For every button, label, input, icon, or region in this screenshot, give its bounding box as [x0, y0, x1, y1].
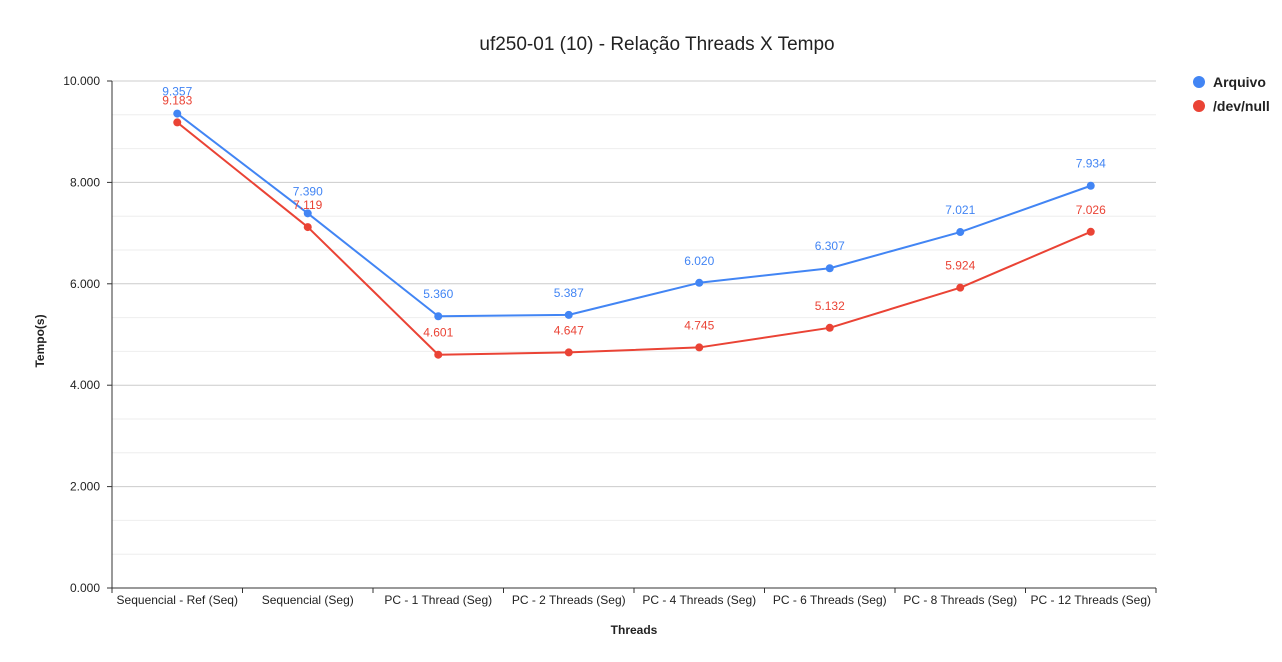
data-label: 7.934 — [1076, 157, 1106, 171]
data-point — [303, 209, 312, 218]
data-label: 5.132 — [815, 299, 845, 313]
data-label: 9.357 — [162, 85, 192, 99]
y-tick-label: 2.000 — [70, 480, 100, 494]
data-label: 7.119 — [293, 198, 322, 212]
data-label: 7.390 — [293, 184, 323, 198]
x-tick-label: Sequencial (Seg) — [262, 593, 354, 607]
legend: Arquivo/dev/null — [1193, 74, 1270, 114]
data-point — [1086, 227, 1095, 236]
x-tick-label: PC - 8 Threads (Seg) — [903, 593, 1017, 607]
series-line — [176, 121, 1092, 356]
data-label: 5.387 — [554, 286, 584, 300]
y-tick-label: 0.000 — [70, 581, 100, 595]
data-label: 7.026 — [1076, 203, 1106, 217]
data-label: 7.021 — [945, 203, 975, 217]
data-point — [434, 350, 443, 359]
data-label: 5.924 — [945, 259, 975, 273]
data-point — [1086, 181, 1095, 190]
legend-marker — [1193, 76, 1205, 88]
y-tick-label: 10.000 — [63, 74, 100, 88]
legend-marker — [1193, 100, 1205, 112]
data-point — [956, 228, 965, 237]
data-point — [825, 323, 834, 332]
x-tick-label: PC - 12 Threads (Seg) — [1031, 593, 1152, 607]
x-axis-ticks: Sequencial - Ref (Seq) Sequencial (Seg) PC… — [111, 588, 1157, 607]
series-layer — [173, 109, 1095, 359]
series-line — [176, 112, 1092, 318]
legend-label: Arquivo — [1213, 74, 1266, 90]
y-tick-label: 8.000 — [70, 175, 100, 189]
x-axis-title: Threads — [611, 623, 658, 637]
data-label: 5.360 — [423, 287, 453, 301]
y-axis-ticks: 0.000 2.000 4.000 6.000 8.000 10.000 — [63, 74, 112, 595]
x-tick-label: PC - 6 Threads (Seg) — [773, 593, 887, 607]
x-tick-label: PC - 2 Threads (Seg) — [512, 593, 626, 607]
data-point — [303, 223, 312, 232]
x-tick-label: PC - 1 Thread (Seg) — [384, 593, 492, 607]
y-tick-label: 4.000 — [70, 378, 100, 392]
axes — [111, 81, 1156, 589]
y-axis-title: Tempo(s) — [33, 314, 47, 367]
data-point — [434, 312, 443, 321]
data-point — [825, 264, 834, 273]
data-label: 6.020 — [684, 254, 714, 268]
data-point — [564, 348, 573, 357]
data-point — [956, 283, 965, 292]
x-tick-label: PC - 4 Threads (Seg) — [642, 593, 756, 607]
data-point — [564, 310, 573, 319]
data-label: 4.647 — [554, 323, 584, 337]
data-label: 6.307 — [815, 239, 845, 253]
data-labels: 9.357 7.390 5.360 5.387 6.020 6.307 7.021 7.934… — [162, 85, 1106, 340]
data-point — [695, 343, 704, 352]
y-tick-label: 6.000 — [70, 277, 100, 291]
data-label: 4.745 — [684, 318, 714, 332]
data-point — [173, 118, 182, 127]
gridlines — [112, 80, 1156, 555]
legend-label: /dev/null — [1213, 98, 1270, 114]
chart-title: uf250-01 (10) - Relação Threads X Tempo — [479, 34, 834, 55]
data-point — [173, 109, 182, 118]
data-point — [695, 278, 704, 287]
data-label: 9.183 — [162, 93, 192, 107]
data-label: 4.601 — [423, 326, 453, 340]
x-tick-label: Sequencial - Ref (Seq) — [117, 593, 238, 607]
